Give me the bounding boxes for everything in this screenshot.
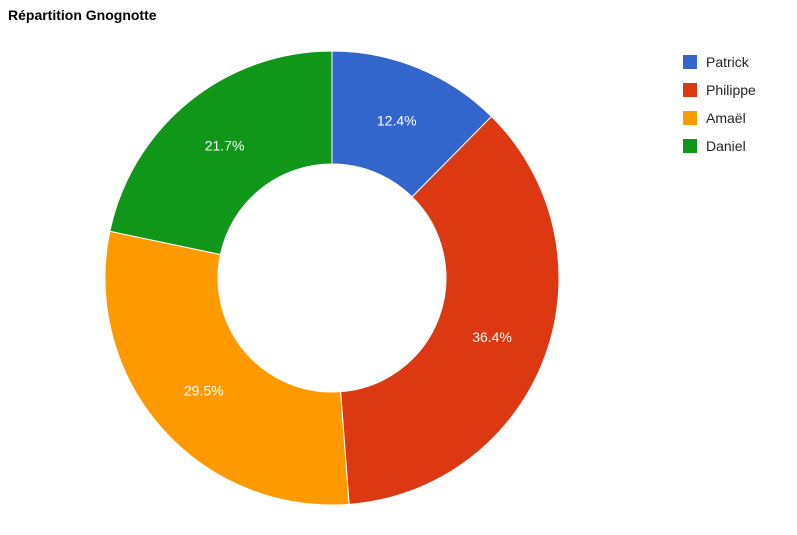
legend-label: Daniel	[706, 137, 746, 154]
slice-label: 12.4%	[377, 112, 417, 128]
legend-swatch	[683, 82, 697, 97]
legend-item-philippe[interactable]: Philippe	[683, 79, 756, 100]
legend-item-patrick[interactable]: Patrick	[683, 51, 756, 72]
slice-daniel[interactable]	[109, 50, 333, 256]
legend-label: Philippe	[706, 81, 756, 98]
legend-swatch	[683, 110, 697, 125]
legend-label: Patrick	[706, 53, 749, 70]
slice-philippe[interactable]	[340, 115, 560, 505]
legend-swatch	[683, 54, 697, 69]
legend-label: Amaël	[706, 109, 746, 126]
slice-label: 36.4%	[472, 329, 512, 345]
chart-title: Répartition Gnognotte	[8, 7, 157, 23]
slice-label: 21.7%	[205, 138, 245, 154]
legend-swatch	[683, 138, 697, 153]
slice-label: 29.5%	[184, 382, 224, 398]
legend-item-amael[interactable]: Amaël	[683, 107, 756, 128]
legend: Patrick Philippe Amaël Daniel	[683, 51, 756, 163]
legend-item-daniel[interactable]: Daniel	[683, 135, 756, 156]
slice-patrick[interactable]	[331, 50, 493, 198]
slice-amal[interactable]	[104, 230, 350, 506]
